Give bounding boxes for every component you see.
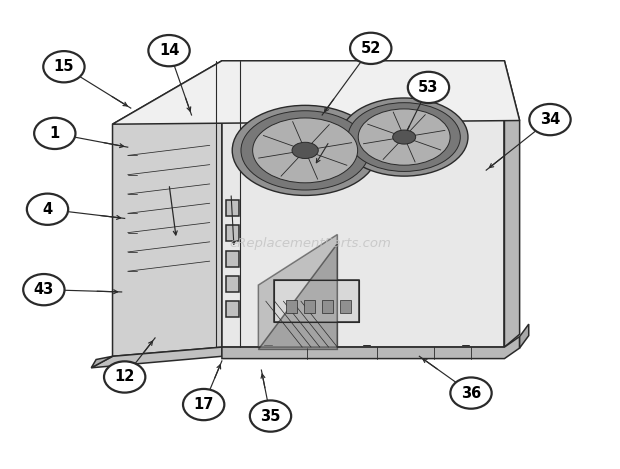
Ellipse shape — [358, 109, 450, 165]
Text: 12: 12 — [115, 370, 135, 385]
Polygon shape — [226, 250, 239, 267]
Polygon shape — [112, 61, 222, 356]
Polygon shape — [91, 347, 222, 368]
Bar — [286, 300, 296, 313]
Circle shape — [350, 33, 391, 64]
Circle shape — [148, 35, 190, 66]
Ellipse shape — [392, 130, 415, 144]
Text: 1: 1 — [50, 126, 60, 141]
Polygon shape — [226, 225, 239, 242]
Bar — [322, 300, 333, 313]
Circle shape — [104, 361, 145, 393]
Polygon shape — [222, 61, 505, 347]
Polygon shape — [273, 280, 358, 322]
Polygon shape — [259, 234, 337, 347]
Text: 15: 15 — [54, 59, 74, 74]
Circle shape — [529, 104, 570, 135]
Ellipse shape — [292, 142, 318, 159]
Text: 35: 35 — [260, 408, 281, 424]
Text: 4: 4 — [42, 202, 53, 217]
Bar — [340, 300, 352, 313]
Text: 43: 43 — [33, 282, 54, 297]
Polygon shape — [259, 244, 337, 349]
Text: 52: 52 — [361, 41, 381, 56]
Polygon shape — [222, 337, 520, 359]
Polygon shape — [91, 356, 112, 368]
Circle shape — [408, 72, 449, 103]
Ellipse shape — [241, 111, 370, 190]
Bar — [304, 300, 315, 313]
Ellipse shape — [252, 118, 358, 183]
Polygon shape — [112, 61, 520, 124]
Ellipse shape — [340, 98, 468, 176]
Circle shape — [450, 378, 492, 408]
Polygon shape — [505, 61, 520, 347]
Text: eReplacementParts.com: eReplacementParts.com — [229, 237, 391, 250]
Polygon shape — [226, 200, 239, 216]
Circle shape — [183, 389, 224, 420]
Circle shape — [34, 118, 76, 149]
Text: 53: 53 — [418, 80, 439, 95]
Circle shape — [250, 401, 291, 431]
Text: 36: 36 — [461, 386, 481, 401]
Polygon shape — [520, 324, 529, 348]
Ellipse shape — [348, 103, 460, 172]
Text: 14: 14 — [159, 43, 179, 58]
Text: 17: 17 — [193, 397, 214, 412]
Text: 34: 34 — [540, 112, 560, 127]
Circle shape — [27, 194, 68, 225]
Circle shape — [43, 51, 84, 83]
Polygon shape — [226, 301, 239, 317]
Polygon shape — [226, 276, 239, 292]
Circle shape — [23, 274, 64, 305]
Ellipse shape — [232, 106, 378, 196]
